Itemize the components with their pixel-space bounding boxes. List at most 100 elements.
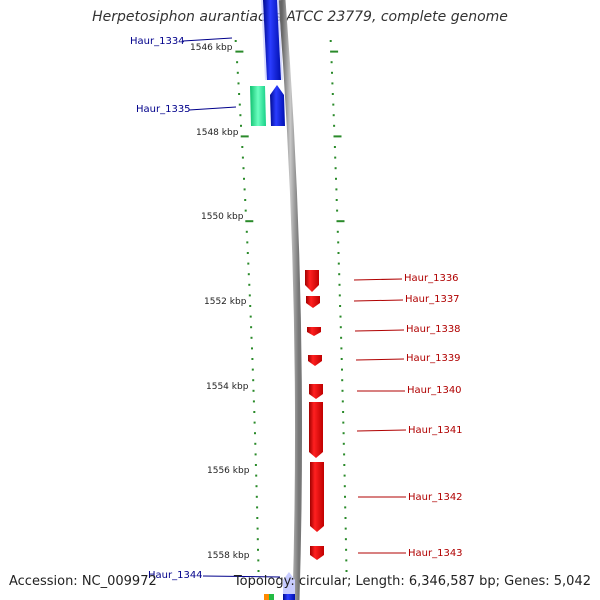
minor-tick [343,485,346,488]
minor-tick [239,114,242,117]
topology-text: Topology: circular; Length: 6,346,587 bp… [233,574,591,589]
minor-tick [257,570,260,572]
gene-haur-1343[interactable] [310,546,324,560]
minor-tick [342,421,345,424]
minor-tick [342,442,345,445]
minor-tick [256,538,259,541]
leader-line [182,37,233,42]
kbp-label: 1550 kbp [201,212,244,222]
minor-tick [329,40,332,42]
minor-tick [339,326,342,329]
minor-tick [345,559,348,562]
minor-tick [254,453,257,456]
gene-haur-1336[interactable] [305,270,319,292]
minor-tick [246,241,249,244]
minor-tick [333,124,336,127]
gene-haur-1341[interactable] [309,402,323,458]
gene-haur-1334[interactable] [263,0,281,80]
minor-tick [343,453,346,456]
gene-label-haur-1335[interactable]: Haur_1335 [136,104,191,115]
minor-tick [345,548,348,551]
minor-tick [255,474,258,477]
kbp-label: 1548 kbp [196,128,239,138]
gene-label-haur-1338[interactable]: Haur_1338 [406,324,461,335]
leader-line [353,278,403,281]
kbp-scale: 1546 kbp 1548 kbp 1550 kbp 1552 kbp 1554… [190,43,250,561]
genome-backbone [278,0,303,600]
kbp-label: 1558 kbp [207,551,250,561]
minor-tick [257,559,260,562]
major-tick [330,50,339,53]
minor-tick [248,283,251,286]
minor-tick [252,379,255,382]
gene-haur-1337[interactable] [306,296,320,308]
leader-line [202,575,281,578]
minor-tick [331,93,334,95]
minor-tick [335,188,338,191]
minor-tick [344,538,347,541]
minor-tick [254,432,256,435]
gene-haur-1335[interactable] [270,85,285,126]
gene-label-haur-1343[interactable]: Haur_1343 [408,548,463,559]
minor-tick [238,93,241,95]
minor-tick [247,262,250,265]
leader-line [354,329,405,332]
minor-tick [338,294,341,297]
minor-tick [345,570,348,572]
minor-tick [256,506,259,509]
minor-tick [237,82,240,85]
minor-tick [241,146,244,148]
kbp-label: 1554 kbp [206,382,249,392]
minor-tick [336,230,339,233]
gene-haur-1344-bar[interactable] [283,594,295,600]
minor-tick [249,305,252,307]
minor-tick [244,199,247,201]
gene-haur-1344[interactable] [283,572,295,600]
gene-label-haur-1344[interactable]: Haur_1344 [148,570,203,581]
minor-tick [246,252,249,254]
minor-tick [330,61,333,64]
minor-tick [333,146,336,148]
gene-haur-1339[interactable] [308,355,322,366]
major-tick [235,50,244,53]
minor-tick [253,421,256,424]
gene-haur-1340[interactable] [309,384,323,399]
gene-haur-1338[interactable] [307,327,321,336]
minor-tick [236,71,239,74]
minor-tick [250,326,253,329]
minor-tick [248,294,251,297]
gene-label-haur-1341[interactable]: Haur_1341 [408,425,463,436]
minor-tick [257,548,259,551]
leader-line [353,299,404,302]
minor-tick [331,71,333,74]
minor-tick [335,199,338,201]
minor-tick [336,209,339,212]
minor-tick [341,379,344,382]
gene-label-haur-1336[interactable]: Haur_1336 [404,273,459,284]
gene-label-haur-1337[interactable]: Haur_1337 [405,294,460,305]
minor-tick [256,517,259,519]
minor-tick [249,315,252,318]
kbp-label: 1546 kbp [190,43,233,53]
gene-haur-1342[interactable] [310,462,324,532]
gene-haur-1335-green[interactable] [250,86,266,126]
minor-tick [343,474,346,477]
minor-tick [254,442,257,445]
gene-label-haur-1340[interactable]: Haur_1340 [407,385,462,396]
gene-label-haur-1342[interactable]: Haur_1342 [408,492,463,503]
minor-tick [344,527,347,530]
minor-tick [334,156,337,159]
major-tick [333,135,342,138]
leader-line [188,106,237,111]
gene-label-haur-1339[interactable]: Haur_1339 [406,353,461,364]
kbp-label: 1556 kbp [207,466,250,476]
minor-tick [240,124,242,127]
minor-tick [247,273,250,276]
minor-tick [340,336,343,339]
leader-line [355,358,405,361]
minor-tick [338,283,341,286]
minor-tick [340,347,343,350]
major-tick [336,220,345,223]
gene-label-haur-1334[interactable]: Haur_1334 [130,36,185,47]
